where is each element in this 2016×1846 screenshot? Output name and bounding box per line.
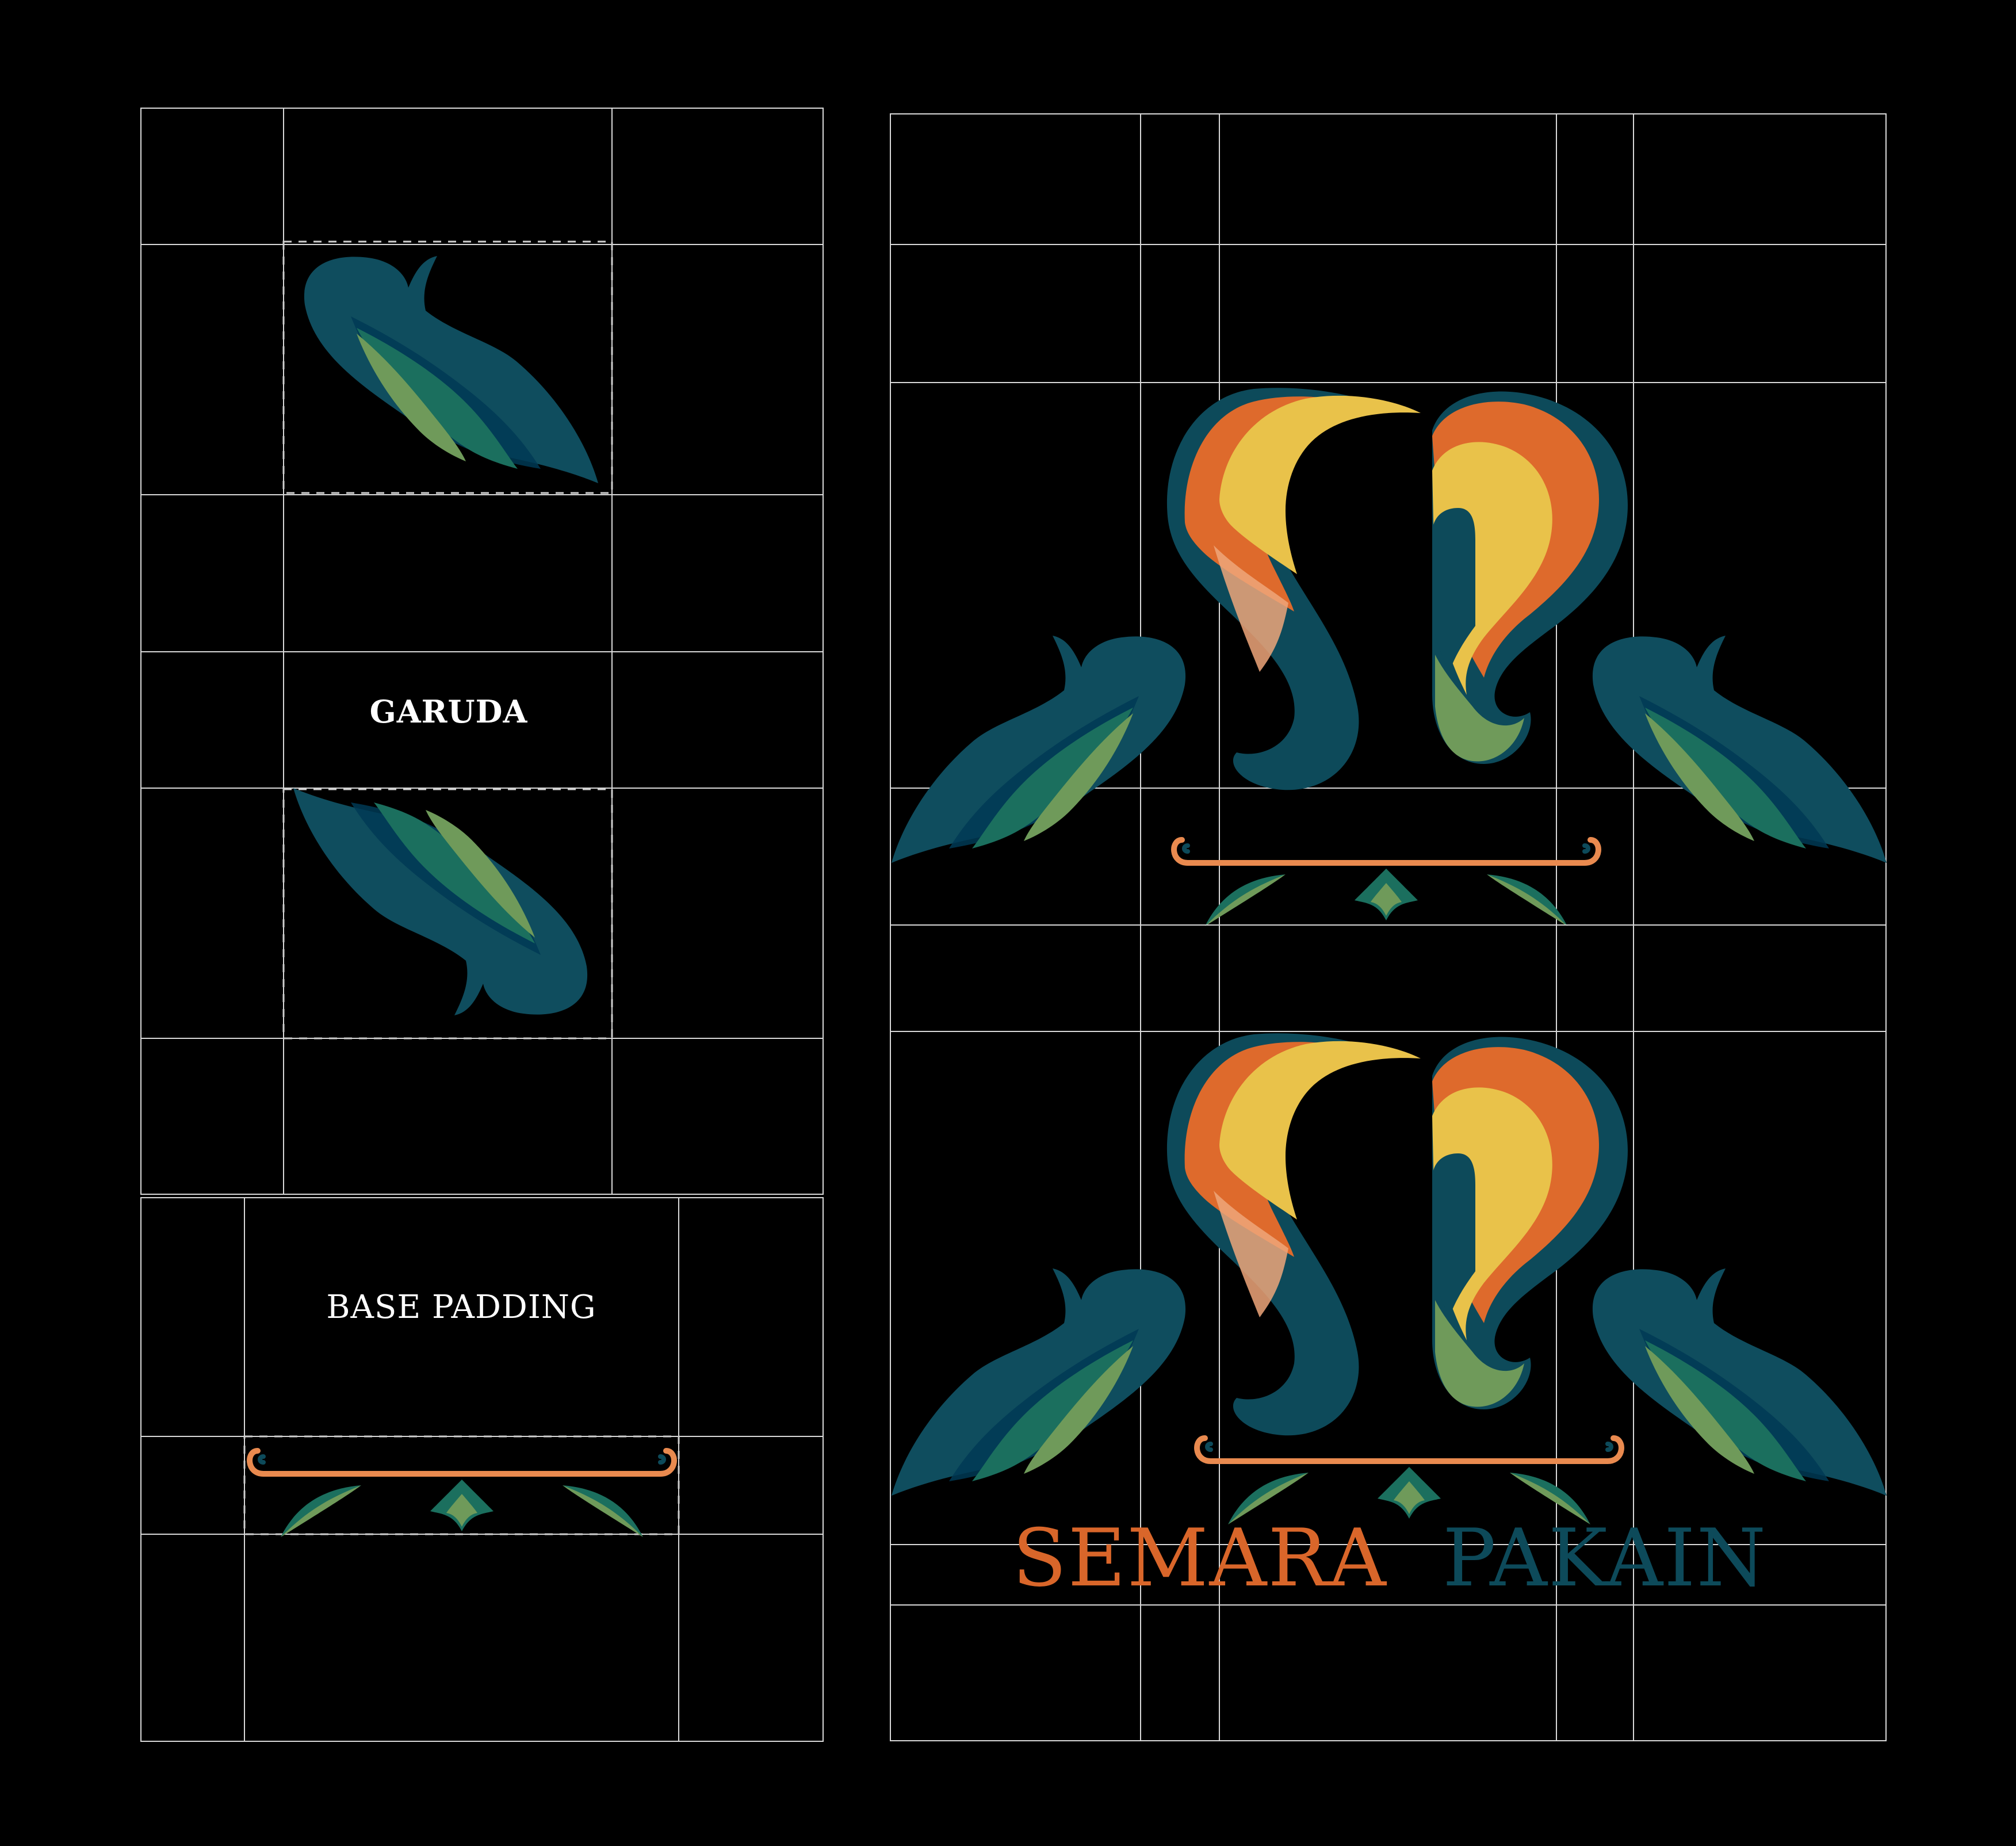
garuda-wing-right [1592,1268,1887,1496]
garuda-wing-right [1592,636,1887,863]
garuda-wing-left [892,636,1186,863]
garuda-construction-panel [140,108,824,1195]
base-padding-label: BASE PADDING [326,1289,596,1326]
panel-border [890,924,1887,1741]
ornament-bounding-box [243,1435,680,1535]
sp-monogram [1166,1033,1628,1436]
logo-ornament [1174,840,1598,926]
brand-name-pakain: PAKAIN [1443,1512,1768,1604]
garuda-bounding-box-top [282,240,613,494]
logo-mark-panel [890,113,1887,926]
panel-border [140,1197,824,1742]
base-ornament [250,1451,674,1537]
sp-monogram [1166,388,1628,790]
garuda-wing-bottom [293,788,588,1015]
full-logo-panel [890,924,1887,1741]
base-padding-panel [140,1197,824,1742]
garuda-wing-left [892,1268,1186,1496]
garuda-label: GARUDA [369,693,528,730]
garuda-bounding-box-bottom [282,788,613,1039]
brand-name-semara: SEMARA [1012,1512,1387,1604]
garuda-wing-top [304,256,598,483]
